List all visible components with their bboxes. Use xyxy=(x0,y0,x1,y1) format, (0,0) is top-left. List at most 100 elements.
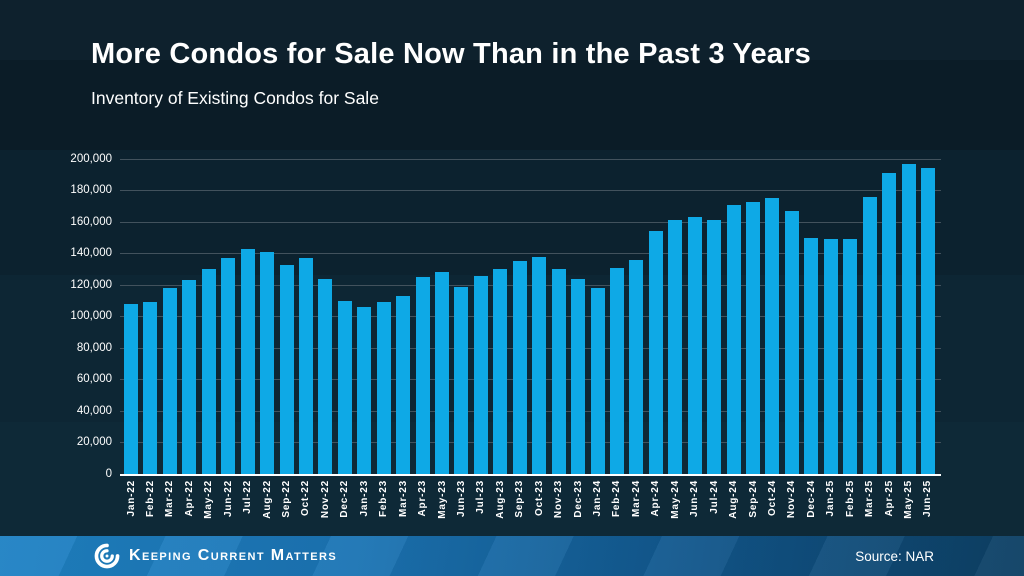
x-tick-cell: Aug-24 xyxy=(727,480,741,538)
x-tick-label: Jun-24 xyxy=(689,480,701,518)
x-tick-cell: Sep-22 xyxy=(280,480,294,538)
kcm-brand: Keeping Current Matters xyxy=(94,536,337,576)
x-tick-label: Apr-22 xyxy=(183,480,195,517)
x-tick-label: Jan-22 xyxy=(125,480,137,517)
bar xyxy=(143,302,158,474)
x-tick-label: Feb-23 xyxy=(378,480,390,518)
x-tick-cell: Aug-22 xyxy=(260,480,274,538)
x-tick-label: Oct-24 xyxy=(766,480,778,516)
y-tick-label: 120,000 xyxy=(70,278,112,291)
x-tick-cell: May-23 xyxy=(435,480,449,538)
x-tick-label: May-23 xyxy=(436,480,448,519)
bar xyxy=(415,277,430,474)
bar xyxy=(648,231,663,474)
x-tick-cell: Jan-22 xyxy=(124,480,138,538)
x-tick-label: Dec-24 xyxy=(805,480,817,518)
x-tick-cell: Mar-25 xyxy=(863,480,877,538)
bar xyxy=(493,269,508,474)
y-tick-label: 60,000 xyxy=(76,373,112,385)
bar xyxy=(668,220,683,474)
bar xyxy=(240,248,255,474)
chart-subtitle: Inventory of Existing Condos for Sale xyxy=(91,88,379,108)
x-tick-cell: Sep-23 xyxy=(513,480,527,538)
x-tick-cell: Jun-22 xyxy=(221,480,235,538)
source-label: Source: NAR xyxy=(855,548,934,564)
y-tick-label: 80,000 xyxy=(76,341,112,354)
x-tick-label: Dec-23 xyxy=(572,480,584,518)
gridline xyxy=(120,379,941,380)
x-tick-label: Nov-23 xyxy=(553,480,565,519)
gridline xyxy=(120,253,941,254)
x-tick-cell: Jul-23 xyxy=(474,480,488,538)
bar xyxy=(532,256,547,474)
x-tick-label: Oct-23 xyxy=(533,480,545,516)
bar xyxy=(551,269,566,474)
x-tick-cell: Nov-23 xyxy=(552,480,566,538)
bar xyxy=(162,288,177,474)
bar xyxy=(512,261,527,474)
x-tick-cell: May-22 xyxy=(202,480,216,538)
gridline xyxy=(120,190,941,191)
x-tick-label: Mar-25 xyxy=(864,480,876,518)
x-tick-cell: Feb-24 xyxy=(610,480,624,538)
bars-container xyxy=(120,159,941,474)
x-tick-label: Mar-23 xyxy=(397,480,409,518)
x-tick-label: Feb-24 xyxy=(611,480,623,518)
x-tick-cell: Nov-24 xyxy=(785,480,799,538)
x-tick-label: Jan-24 xyxy=(592,480,603,517)
x-tick-cell: Jun-23 xyxy=(454,480,468,538)
y-tick-label: 100,000 xyxy=(70,310,112,322)
x-tick-label: Oct-22 xyxy=(300,480,312,516)
x-tick-cell: Nov-22 xyxy=(318,480,332,538)
y-tick-label: 140,000 xyxy=(70,247,112,259)
bar xyxy=(609,267,624,474)
x-tick-label: Mar-24 xyxy=(630,480,642,518)
x-tick-label: Jun-25 xyxy=(922,480,934,518)
x-tick-cell: Mar-23 xyxy=(396,480,410,538)
x-tick-cell: Jan-24 xyxy=(591,480,605,538)
x-tick-cell: Dec-24 xyxy=(804,480,818,538)
x-tick-label: Jul-22 xyxy=(242,480,254,514)
x-tick-cell: Oct-23 xyxy=(532,480,546,538)
bar xyxy=(687,217,702,474)
bar xyxy=(124,303,138,474)
bar xyxy=(629,259,644,474)
x-tick-label: Aug-22 xyxy=(261,480,273,519)
x-tick-label: Aug-23 xyxy=(494,480,506,519)
x-tick-cell: Dec-22 xyxy=(338,480,352,538)
x-tick-label: Feb-22 xyxy=(144,480,156,518)
x-tick-label: Nov-24 xyxy=(786,480,798,519)
x-axis-labels: Jan-22 Feb-22 Mar-22 Apr-22 May-22 Jun-22 Jul-… xyxy=(120,480,941,538)
bar xyxy=(201,269,216,474)
x-tick-cell: May-25 xyxy=(902,480,916,538)
y-tick-label: 200,000 xyxy=(70,152,112,165)
x-tick-label: Jun-23 xyxy=(455,480,467,518)
bar xyxy=(571,278,586,474)
brand-text: Keeping Current Matters xyxy=(129,547,338,564)
x-tick-cell: May-24 xyxy=(668,480,682,538)
x-tick-label: Feb-25 xyxy=(844,480,856,518)
bar xyxy=(221,258,236,474)
bar xyxy=(843,239,858,474)
bar xyxy=(784,210,799,474)
x-tick-label: Apr-24 xyxy=(650,480,662,517)
bar xyxy=(337,300,352,474)
x-tick-label: Jul-23 xyxy=(475,480,487,514)
bar xyxy=(279,264,294,474)
bar xyxy=(590,288,605,474)
x-tick-label: Aug-24 xyxy=(728,480,740,519)
x-tick-cell: Jan-23 xyxy=(357,480,371,538)
bar xyxy=(882,173,897,474)
y-tick-label: 180,000 xyxy=(70,184,112,196)
x-tick-cell: Feb-23 xyxy=(377,480,391,538)
gridline xyxy=(120,221,941,223)
x-tick-cell: Apr-22 xyxy=(182,480,196,538)
bar xyxy=(298,258,313,474)
bar xyxy=(901,163,916,474)
x-tick-label: Nov-22 xyxy=(319,480,331,519)
x-tick-cell: Apr-25 xyxy=(882,480,896,538)
x-tick-label: May-25 xyxy=(903,480,914,519)
x-tick-cell: Dec-23 xyxy=(571,480,585,538)
x-tick-cell: Jan-25 xyxy=(824,480,838,538)
x-axis-line xyxy=(120,474,941,476)
